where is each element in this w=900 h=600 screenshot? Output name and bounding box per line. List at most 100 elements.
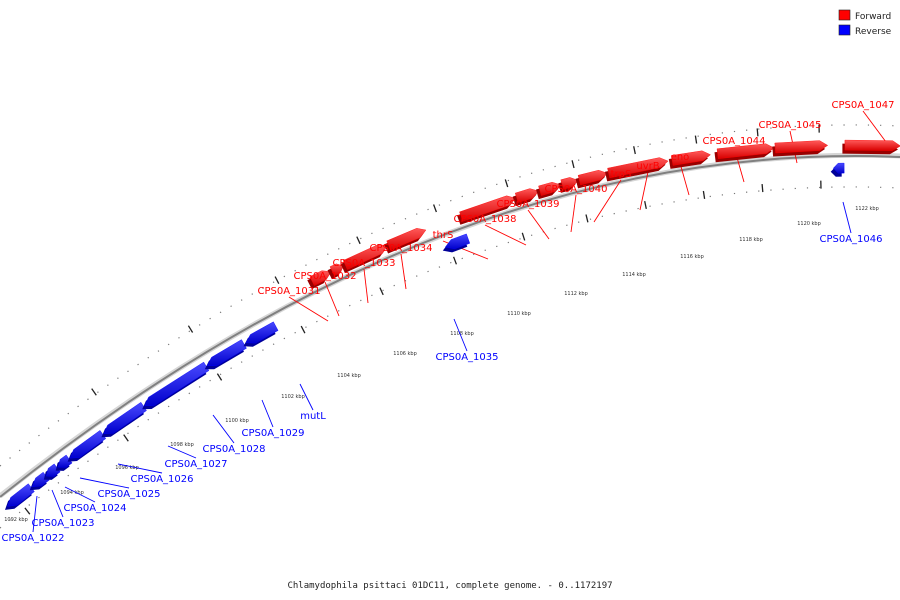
major-ticks bbox=[24, 124, 822, 515]
major-tick bbox=[91, 388, 97, 396]
gene-arrow-cps0a_1026[interactable] bbox=[69, 430, 107, 459]
gene-label-cps0a_1031: CPS0A_1031 bbox=[257, 286, 320, 297]
axis-tick-label: 1112 kbp bbox=[564, 291, 588, 297]
gene-label-trps: trpS bbox=[611, 169, 632, 180]
axis-tick-label: 1118 kbp bbox=[739, 237, 763, 243]
axis-tick-label: 1110 kbp bbox=[507, 311, 531, 317]
gene-arrow-cps0a_1022[interactable] bbox=[7, 483, 35, 507]
major-tick bbox=[187, 325, 194, 333]
gene-label-cps0a_1047: CPS0A_1047 bbox=[831, 100, 894, 111]
gene-leader-line bbox=[453, 318, 468, 352]
gene-arrow-cps0a_1025[interactable] bbox=[57, 454, 73, 468]
gene-label-cps0a_1034: CPS0A_1034 bbox=[369, 243, 432, 254]
gene-leader-line bbox=[64, 486, 96, 503]
major-tick bbox=[644, 200, 647, 210]
gene-leader-line bbox=[484, 224, 527, 246]
axis-tick-label: 1100 kbp bbox=[225, 418, 249, 424]
gene-label-cps0a_1038: CPS0A_1038 bbox=[453, 214, 516, 225]
gene-leader-line bbox=[570, 194, 577, 233]
gene-arrow-cps0a_1033[interactable] bbox=[342, 244, 388, 270]
gene-label-cps0a_1033: CPS0A_1033 bbox=[332, 258, 395, 269]
axis-tick-label: 1122 kbp bbox=[855, 206, 879, 212]
genome-backbone bbox=[0, 155, 900, 498]
gene-leader-line bbox=[639, 171, 649, 211]
gene-arrow-cps0a_1032[interactable] bbox=[329, 263, 344, 276]
legend-swatch-forward bbox=[838, 9, 851, 21]
gene-label-cps0a_1044: CPS0A_1044 bbox=[702, 136, 765, 147]
gene-leader-line bbox=[79, 477, 130, 489]
gene-label-cps0a_1028: CPS0A_1028 bbox=[202, 444, 265, 455]
gene-label-cps0a_1040: CPS0A_1040 bbox=[544, 184, 607, 195]
gene-leader-line bbox=[167, 445, 197, 459]
gene-label-eno: eno bbox=[671, 152, 690, 163]
major-tick bbox=[521, 232, 526, 241]
genome-caption: Chlamydophila psittaci 01DC11, complete … bbox=[287, 581, 612, 591]
gene-arrow-eno[interactable] bbox=[671, 150, 711, 166]
major-tick bbox=[504, 179, 509, 188]
gene-arrow-trps[interactable] bbox=[577, 169, 608, 186]
gene-leader-line bbox=[679, 162, 690, 196]
major-tick bbox=[274, 276, 280, 285]
gene-leader-line bbox=[51, 489, 64, 518]
gene-arrow-cps0a_1034[interactable] bbox=[386, 228, 427, 251]
gene-label-cps0a_1025: CPS0A_1025 bbox=[97, 489, 160, 500]
gene-label-cps0a_1046: CPS0A_1046 bbox=[819, 234, 882, 245]
gene-leader-line bbox=[527, 209, 550, 240]
gene-leader-line bbox=[324, 281, 340, 317]
axis-tick-label: 1104 kbp bbox=[337, 373, 361, 379]
major-tick bbox=[633, 146, 636, 155]
gene-arrow-cps0a_1046[interactable] bbox=[832, 162, 845, 174]
gene-arrow-mutl[interactable] bbox=[245, 321, 279, 344]
gene-arrow-cps0a_1027[interactable] bbox=[103, 402, 147, 435]
legend: Forward Reverse bbox=[838, 9, 892, 37]
axis-tick-label: 1098 kbp bbox=[170, 442, 194, 448]
gene-label-thrs: thrS bbox=[433, 230, 454, 241]
major-tick bbox=[356, 236, 361, 245]
gene-arrow-cps0a_1035[interactable] bbox=[444, 233, 471, 250]
gene-arrow-cps0a_1044[interactable] bbox=[716, 143, 775, 159]
gene-label-cps0a_1029: CPS0A_1029 bbox=[241, 428, 304, 439]
axis-tick-label: 1106 kbp bbox=[393, 351, 417, 357]
axis-tick-label: 1096 kbp bbox=[115, 465, 139, 471]
major-tick bbox=[761, 184, 764, 193]
gene-label-cps0a_1023: CPS0A_1023 bbox=[31, 518, 94, 529]
gene-label-cps0a_1022: CPS0A_1022 bbox=[1, 533, 64, 544]
gene-leader-line bbox=[299, 383, 314, 411]
gene-arrow-cps0a_1031[interactable] bbox=[309, 270, 332, 286]
gene-labels: CPS0A_1022 CPS0A_1023 CPS0A_1024 CPS0A_1025… bbox=[1, 100, 894, 544]
gene-leader-line bbox=[32, 495, 38, 533]
gene-arrow-thrs[interactable] bbox=[459, 195, 517, 222]
gene-arrow-uvrb[interactable] bbox=[607, 157, 669, 179]
gene-arrow-cps0a_1040[interactable] bbox=[560, 177, 579, 190]
tick-labels: 1092 kbp 1094 kbp 1096 kbp 1098 kbp 1100 kbp… bbox=[4, 206, 879, 523]
gene-arrow-cps0a_1038[interactable] bbox=[514, 188, 540, 203]
leader-lines bbox=[32, 110, 887, 533]
gene-label-cps0a_1045: CPS0A_1045 bbox=[758, 120, 821, 131]
major-tick bbox=[300, 325, 306, 334]
gene-label-cps0a_1027: CPS0A_1027 bbox=[164, 459, 227, 470]
gene-arrow-cps0a_1045[interactable] bbox=[774, 140, 829, 154]
major-tick bbox=[571, 160, 575, 169]
major-tick bbox=[694, 135, 698, 144]
gene-arrow-cps0a_1029[interactable] bbox=[206, 339, 247, 367]
backbone-shadow bbox=[0, 152, 900, 498]
gene-leader-line bbox=[842, 201, 852, 234]
gene-label-cps0a_1035: CPS0A_1035 bbox=[435, 352, 498, 363]
gene-arrows bbox=[5, 139, 900, 510]
gene-label-cps0a_1024: CPS0A_1024 bbox=[63, 503, 126, 514]
gene-leader-line bbox=[862, 110, 887, 143]
major-tick bbox=[756, 128, 759, 137]
axis-tick-label: 1092 kbp bbox=[4, 517, 28, 523]
major-tick bbox=[216, 373, 223, 381]
major-tick bbox=[24, 507, 31, 515]
axis-tick-label: 1102 kbp bbox=[281, 394, 305, 400]
gene-label-cps0a_1032: CPS0A_1032 bbox=[293, 271, 356, 282]
major-tick bbox=[123, 434, 129, 442]
gene-label-mutl: mutL bbox=[300, 411, 326, 422]
gene-arrow-cps0a_1039[interactable] bbox=[538, 181, 562, 196]
gene-leader-line bbox=[212, 414, 235, 444]
gene-leader-line bbox=[288, 296, 329, 322]
major-tick bbox=[585, 214, 589, 223]
major-tick bbox=[702, 190, 706, 199]
gene-arrow-cps0a_1047[interactable] bbox=[844, 139, 900, 151]
